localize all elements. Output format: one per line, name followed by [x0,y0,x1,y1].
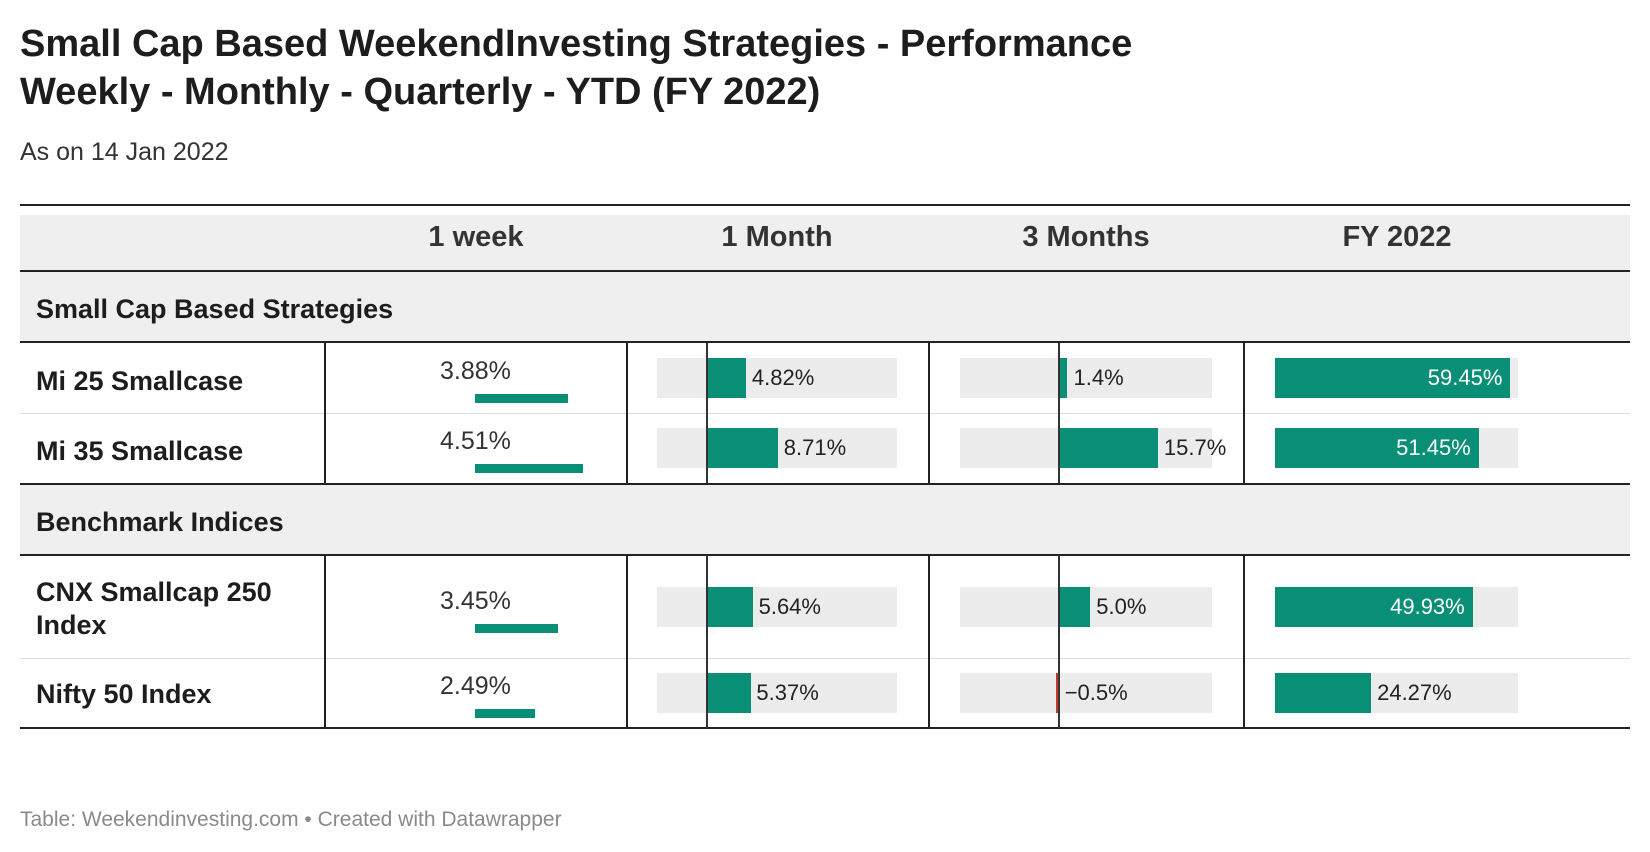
week-bar [475,709,535,718]
fy-value: 49.93% [1390,593,1465,619]
week-bar [475,394,568,403]
month-value: 4.82% [751,365,815,390]
week-bar [475,624,558,633]
column-divider [626,413,628,483]
three_month-bar [1058,358,1068,398]
month-track [657,673,897,713]
column-divider [324,658,326,728]
week-value: 3.45% [440,587,511,615]
month-value: 8.71% [783,435,847,460]
fy-value: 51.45% [1396,435,1471,460]
column-divider [1243,413,1245,483]
column-divider [1243,555,1245,658]
week-value: 3.88% [440,357,511,385]
row-label: Mi 35 Smallcase [36,436,244,466]
group-end-rule [20,483,1630,485]
header-bottom-rule [20,270,1630,272]
column-divider [928,658,930,728]
row-separator [20,413,1630,414]
three_month-zero-axis [1057,343,1060,413]
performance-table: 1 week 1 Month 3 Months FY 2022 Small Cap Ba… [20,204,1630,767]
month-track [657,358,897,398]
month-value: 5.37% [756,680,819,705]
month-bar [706,358,746,398]
column-divider [1243,343,1245,413]
group-band [20,485,1630,555]
three_month-bar [1058,428,1158,468]
row-label: CNX Smallcap 250 Index [36,577,272,640]
month-zero-axis [705,555,708,658]
title-line-2: Weekly - Monthly - Quarterly - YTD (FY 2… [20,71,821,113]
table-bottom-rule [20,727,1630,729]
title-line-1: Small Cap Based WeekendInvesting Strateg… [20,23,1133,65]
week-bar [475,464,583,473]
fy-bar [1275,673,1372,713]
month-zero-axis [705,343,708,413]
group-bottom-rule [20,341,1630,343]
row-separator [20,658,1630,659]
fy-bar [1275,586,1473,627]
month-bar [706,586,753,627]
three_month-zero-axis [1057,555,1060,658]
week-value: 4.51% [440,427,511,455]
column-header-1-month: 1 Month [721,221,833,253]
fy-bar [1275,358,1511,398]
month-value: 5.64% [758,593,821,619]
header-background [20,215,1630,270]
column-divider [324,555,326,658]
three_month-zero-axis [1057,413,1060,483]
three_month-zero-axis [1057,658,1060,728]
column-divider [626,658,628,728]
column-divider [626,343,628,413]
column-divider [626,555,628,658]
fy-bar [1275,428,1479,468]
month-zero-axis [705,658,708,728]
month-track [657,586,897,627]
group-bottom-rule [20,554,1630,556]
group-band [20,272,1630,342]
column-divider [928,343,930,413]
chart-title: Small Cap Based WeekendInvesting Strateg… [20,20,1540,116]
column-divider [928,555,930,658]
row-label: Mi 25 Smallcase [36,366,244,396]
month-bar [706,673,751,713]
fy-value: 24.27% [1377,680,1452,705]
table-top-rule [20,204,1630,206]
column-header-1-week: 1 week [428,221,524,253]
three_month-value: 1.4% [1073,365,1124,390]
fy-value: 59.45% [1427,365,1503,390]
group-label: Benchmark Indices [36,507,284,537]
three_month-value: 15.7% [1163,435,1227,460]
row-label: Nifty 50 Index [36,679,212,709]
column-divider [324,343,326,413]
three_month-track [960,673,1212,713]
month-zero-axis [705,413,708,483]
column-divider [324,413,326,483]
column-divider [928,413,930,483]
three_month-value: −0.5% [1064,680,1128,705]
three_month-track [960,358,1212,398]
column-divider [1243,658,1245,728]
three_month-value: 5.0% [1096,593,1147,619]
column-header-fy-2022: FY 2022 [1342,221,1452,253]
week-value: 2.49% [440,672,511,700]
three_month-bar [1058,586,1091,627]
footer-credit: Table: Weekendinvesting.com • Created wi… [20,808,562,831]
three_month-bar [1055,673,1059,713]
month-bar [706,428,778,468]
subtitle: As on 14 Jan 2022 [20,138,229,166]
group-label: Small Cap Based Strategies [36,294,394,324]
column-header-3-months: 3 Months [1022,221,1150,253]
